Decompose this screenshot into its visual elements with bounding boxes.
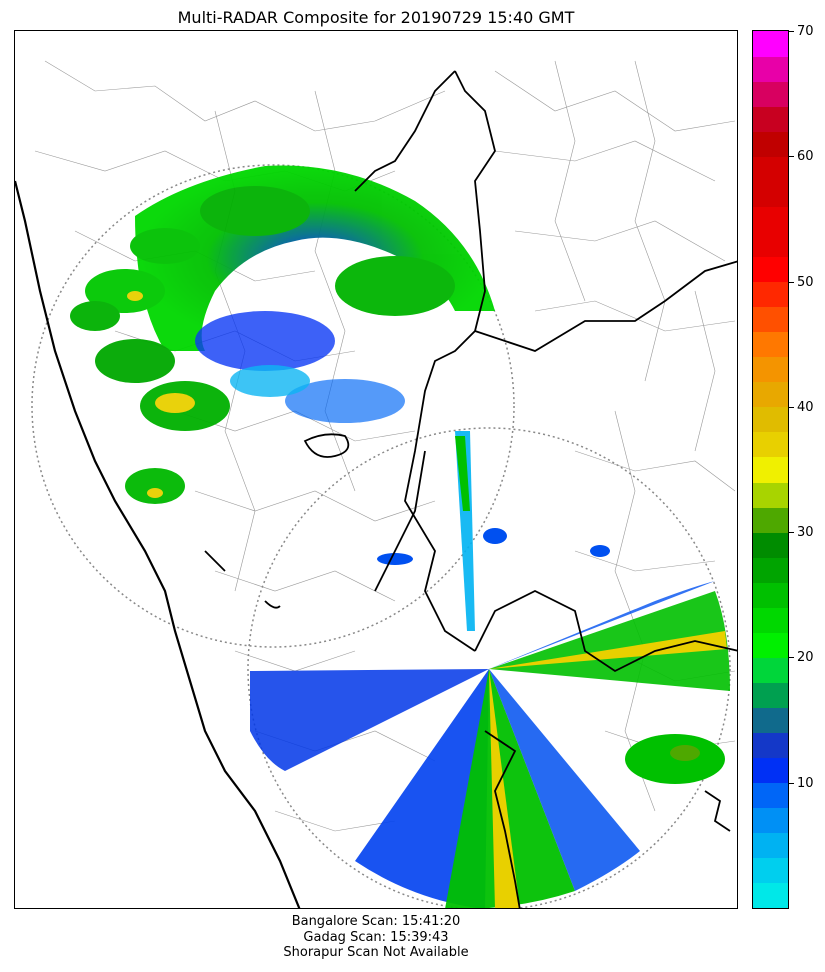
colorbar-tick-label: 50 [797,274,814,290]
colorbar-tick-label: 40 [797,399,814,415]
radar-map-canvas [15,60,737,908]
colorbar-segment [753,206,788,257]
colorbar-tick-label: 10 [797,775,814,791]
colorbar-segment [753,56,788,82]
colorbar-tick-label: 70 [797,24,814,39]
colorbar-segment [753,607,788,633]
colorbar-segment [753,456,788,483]
colorbar-segment [753,281,788,308]
colorbar-segment [753,306,788,333]
colorbar-segment [753,156,788,207]
plot-title: Multi-RADAR Composite for 20190729 15:40… [177,8,575,27]
radar-range-rings [31,164,731,908]
bangalore-range-ring [247,427,731,908]
colorbar-segment [753,557,788,583]
colorbar-tick [789,156,794,158]
colorbar-segment [753,381,788,408]
radar-echoes-bangalore [250,431,730,908]
colorbar-segment [753,732,788,759]
colorbar-segment [753,832,788,859]
shorapur-scan-status: Shorapur Scan Not Available [283,945,469,960]
colorbar-segment [753,657,788,683]
colorbar-segment [753,256,788,283]
colorbar-segment [753,682,788,709]
colorbar-segment [753,106,788,132]
colorbar-segment [753,882,788,908]
colorbar-segment [753,757,788,784]
colorbar-tick-label: 60 [797,149,814,165]
radar-map [14,30,738,909]
state-boundaries [204,70,737,908]
colorbar-segment [753,131,788,157]
colorbar-segment [753,81,788,107]
colorbar-tick [789,281,794,283]
colorbar [752,30,789,909]
colorbar-tick [789,31,794,32]
bangalore-scan-time: Bangalore Scan: 15:41:20 [291,914,461,929]
colorbar-segment [753,482,788,508]
colorbar-tick-label: 20 [797,650,814,666]
gadag-range-ring [31,164,515,648]
gadag-scan-time: Gadag Scan: 15:39:43 [303,929,449,945]
colorbar-tick [789,782,794,784]
radar-echoes-gadag [70,165,495,504]
colorbar-segment [753,857,788,884]
colorbar-segment [753,807,788,834]
coastline [15,180,301,908]
colorbar-tick [789,532,794,534]
colorbar-segment [753,31,788,57]
scan-info: Bangalore Scan: 15:41:20 Gadag Scan: 15:… [14,914,738,961]
colorbar-segment [753,632,788,658]
colorbar-segment [753,782,788,809]
colorbar-segment [753,532,788,558]
colorbar-segment [753,707,788,734]
colorbar-tick [789,406,794,408]
colorbar-tick [789,657,794,659]
colorbar-segment [753,507,788,533]
colorbar-segment [753,356,788,383]
colorbar-segment [753,582,788,608]
colorbar-segment [753,406,788,433]
colorbar-segment [753,431,788,458]
colorbar-segment [753,331,788,358]
colorbar-tick-label: 30 [797,525,814,541]
